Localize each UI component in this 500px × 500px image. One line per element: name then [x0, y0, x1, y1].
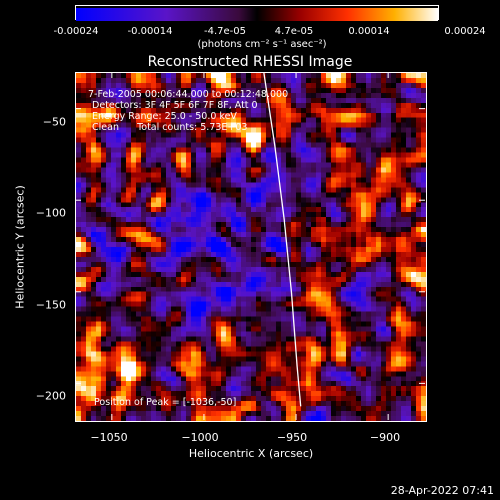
colorbar-gradient [76, 8, 438, 21]
y-tick-label: −100 [35, 206, 66, 220]
x-tick-label: −1050 [90, 431, 128, 444]
solar-limb-line [263, 73, 302, 407]
y-tick-label: −150 [35, 298, 66, 312]
colorbar-tick-label: -4.7e-05 [204, 26, 246, 37]
x-tick-label: −950 [276, 431, 308, 444]
peak-position-text: Position of Peak = [-1036,-50] [94, 397, 237, 408]
y-tick-label: −50 [42, 115, 66, 129]
y-tick-label: −200 [35, 389, 66, 403]
x-tick-label: −900 [369, 431, 401, 444]
colorbar-units: (photons cm⁻² s⁻¹ asec⁻²) [197, 39, 327, 50]
info-line-energy: Energy Range: 25.0 - 50.0 keV [92, 111, 237, 122]
colorbar-tick-label: -0.00024 [53, 26, 99, 37]
info-line-time: 7-Feb-2005 00:06:44.000 to 00:12:48.000 [88, 89, 289, 100]
timestamp: 28-Apr-2022 07:41 [390, 484, 494, 497]
plot-overlay [263, 73, 302, 407]
colorbar-tick-label: -0.00014 [127, 26, 173, 37]
colorbar-tick-label: 4.7e-05 [274, 26, 314, 37]
colorbar [75, 5, 439, 21]
heatmap-image [76, 73, 426, 421]
chart-title: Reconstructed RHESSI Image [147, 54, 353, 70]
info-line-clean: Clean Total counts: 5.73E+03 [92, 122, 248, 133]
colorbar-tick-label: 0.00024 [444, 26, 486, 37]
x-tick-label: −1000 [181, 431, 219, 444]
colorbar-tick-label: 0.00014 [348, 26, 390, 37]
info-line-detectors: Detectors: 3F 4F 5F 6F 7F 8F, Att 0 [92, 100, 258, 111]
plot-area: 7-Feb-2005 00:06:44.000 to 00:12:48.000 … [75, 72, 427, 422]
x-axis-label: Heliocentric X (arcsec) [188, 447, 314, 460]
